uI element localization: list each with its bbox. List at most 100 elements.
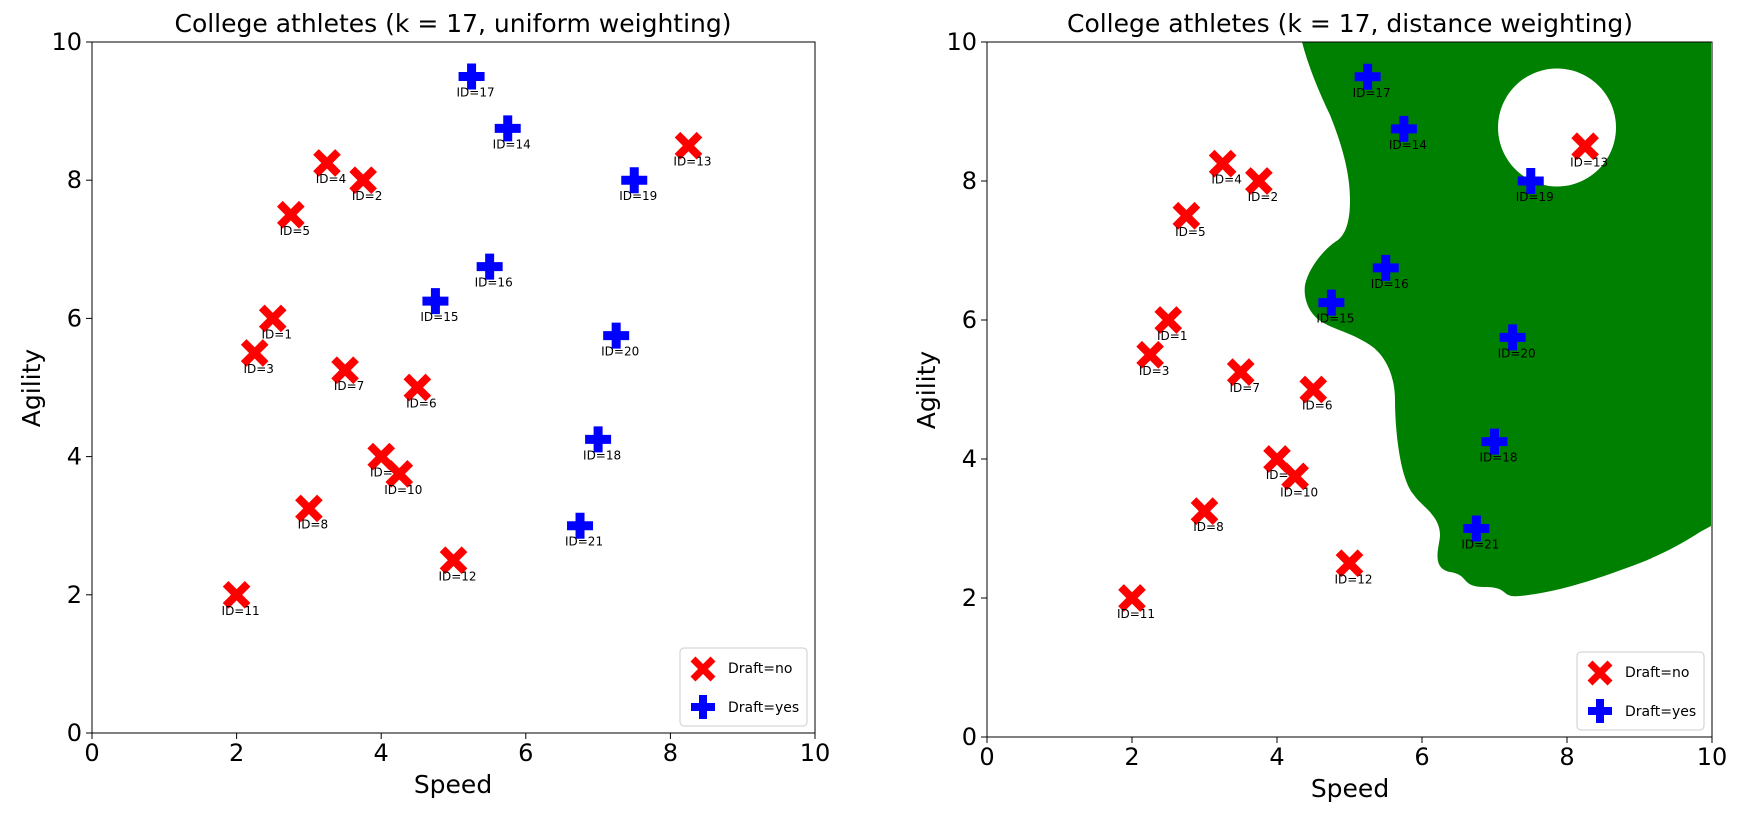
- data-point-x-marker: [1118, 584, 1146, 612]
- x-axis: Speed 0 2 4 6 8 10: [84, 733, 830, 799]
- data-point-x-marker: [313, 149, 341, 177]
- legend: Draft=no Draft=yes: [1576, 651, 1705, 731]
- y-tick-label: 6: [67, 304, 82, 332]
- point-id-label: ID=15: [420, 310, 458, 324]
- point-id-label: ID=6: [1302, 399, 1332, 413]
- data-point-x-marker: [1299, 375, 1328, 404]
- y-axis: Agility 0 2 4 6 8 10: [17, 28, 92, 747]
- x-axis-label: Speed: [1311, 774, 1389, 803]
- point-id-label: ID=17: [1353, 86, 1391, 100]
- x-tick-label: 4: [374, 739, 389, 767]
- point-id-label: ID=11: [222, 604, 260, 618]
- data-point-x-marker: [439, 546, 468, 575]
- x-tick-label: 8: [1559, 743, 1574, 771]
- point-id-label: ID=17: [457, 86, 495, 100]
- data-point-plus-marker: [567, 512, 594, 539]
- point-id-label: ID=5: [1175, 225, 1205, 239]
- data-point-x-marker: [403, 373, 432, 402]
- data-point-x-marker: [276, 200, 305, 229]
- point-id-label: ID=2: [352, 189, 382, 203]
- x-tick-label: 10: [1697, 743, 1728, 771]
- data-point-plus-marker: [1517, 168, 1544, 194]
- x-tick-label: 0: [84, 739, 99, 767]
- data-point-plus-marker: [494, 115, 521, 142]
- chart-title: College athletes (k = 17, distance weigh…: [1067, 9, 1633, 38]
- chart-title: College athletes (k = 17, uniform weight…: [174, 9, 731, 38]
- point-id-label: ID=3: [1139, 364, 1169, 378]
- data-point-plus-marker: [476, 253, 503, 280]
- data-point-x-marker: [1154, 306, 1183, 334]
- x-tick-label: 4: [1269, 743, 1284, 771]
- x-axis: Speed 0 2 4 6 8 10: [979, 737, 1727, 803]
- y-tick-label: 2: [67, 581, 82, 609]
- point-id-label: ID=11: [1117, 607, 1155, 621]
- legend-marker-plus-icon: [1588, 699, 1612, 723]
- point-id-label: ID=18: [1479, 451, 1517, 465]
- plot-frame: [986, 41, 1713, 738]
- point-id-label: ID=12: [438, 569, 476, 583]
- y-tick-label: 10: [51, 28, 82, 56]
- data-point-x-marker: [385, 460, 414, 488]
- x-tick-label: 6: [518, 739, 533, 767]
- data-points: ID=1ID=2ID=3ID=4ID=5ID=6ID=7ID=8ID=9ID=1…: [1117, 63, 1608, 621]
- data-point-plus-marker: [458, 63, 485, 90]
- y-axis-label: Agility: [17, 349, 46, 428]
- point-id-label: ID=3: [243, 362, 273, 376]
- legend-marker-x-icon: [1587, 660, 1613, 686]
- data-point-plus-marker: [621, 167, 648, 194]
- legend-label-yes: Draft=yes: [728, 700, 799, 716]
- data-point-plus-marker: [1481, 428, 1508, 455]
- chart-uniform-weighting: College athletes (k = 17, uniform weight…: [17, 9, 830, 799]
- y-axis-label: Agility: [912, 351, 941, 430]
- x-tick-label: 6: [1414, 743, 1429, 771]
- data-point-x-marker: [1571, 132, 1599, 161]
- x-tick-label: 10: [800, 739, 831, 767]
- x-axis-label: Speed: [414, 770, 492, 799]
- point-id-label: ID=4: [316, 172, 346, 186]
- point-id-label: ID=1: [262, 327, 292, 341]
- data-point-x-marker: [1226, 358, 1255, 386]
- data-points: ID=1ID=2ID=3ID=4ID=5ID=6ID=7ID=8ID=9ID=1…: [222, 63, 712, 618]
- y-ticks: 0 2 4 6 8 10: [51, 28, 92, 747]
- point-id-label: ID=19: [619, 189, 657, 203]
- point-id-label: ID=2: [1248, 190, 1278, 204]
- point-id-label: ID=12: [1334, 572, 1372, 586]
- data-point-plus-marker: [1372, 254, 1399, 281]
- x-tick-label: 8: [663, 739, 678, 767]
- data-point-plus-marker: [585, 426, 612, 453]
- point-id-label: ID=20: [1498, 346, 1536, 360]
- x-tick-label: 0: [979, 743, 994, 771]
- y-tick-label: 2: [962, 584, 977, 612]
- decision-region-yes: [1302, 42, 1711, 597]
- data-point-plus-marker: [1354, 63, 1381, 90]
- point-id-label: ID=20: [601, 345, 639, 359]
- data-point-x-marker: [1281, 462, 1309, 491]
- point-id-label: ID=21: [565, 535, 603, 549]
- x-ticks: 0 2 4 6 8 10: [84, 733, 830, 767]
- point-id-label: ID=7: [1230, 381, 1260, 395]
- data-point-plus-marker: [603, 322, 630, 349]
- point-id-label: ID=15: [1316, 312, 1354, 326]
- y-tick-label: 4: [67, 443, 82, 471]
- point-id-label: ID=14: [1389, 138, 1427, 152]
- data-point-x-marker: [1136, 340, 1164, 369]
- data-point-x-marker: [222, 580, 251, 609]
- data-point-x-marker: [1172, 201, 1201, 230]
- data-point-plus-marker: [1390, 115, 1417, 142]
- y-tick-label: 6: [962, 306, 977, 334]
- y-tick-label: 0: [67, 719, 82, 747]
- x-ticks: 0 2 4 6 8 10: [979, 737, 1727, 771]
- data-point-plus-marker: [1499, 324, 1526, 351]
- data-point-x-marker: [331, 356, 359, 385]
- data-point-x-marker: [240, 339, 269, 367]
- point-id-label: ID=8: [1193, 520, 1223, 534]
- x-tick-label: 2: [229, 739, 244, 767]
- point-id-label: ID=18: [583, 448, 621, 462]
- point-id-label: ID=7: [334, 379, 364, 393]
- data-point-x-marker: [1335, 549, 1364, 578]
- point-id-label: ID=13: [1570, 155, 1608, 169]
- data-point-x-marker: [1245, 167, 1273, 195]
- data-point-x-marker: [674, 131, 703, 160]
- point-id-label: ID=13: [673, 155, 711, 169]
